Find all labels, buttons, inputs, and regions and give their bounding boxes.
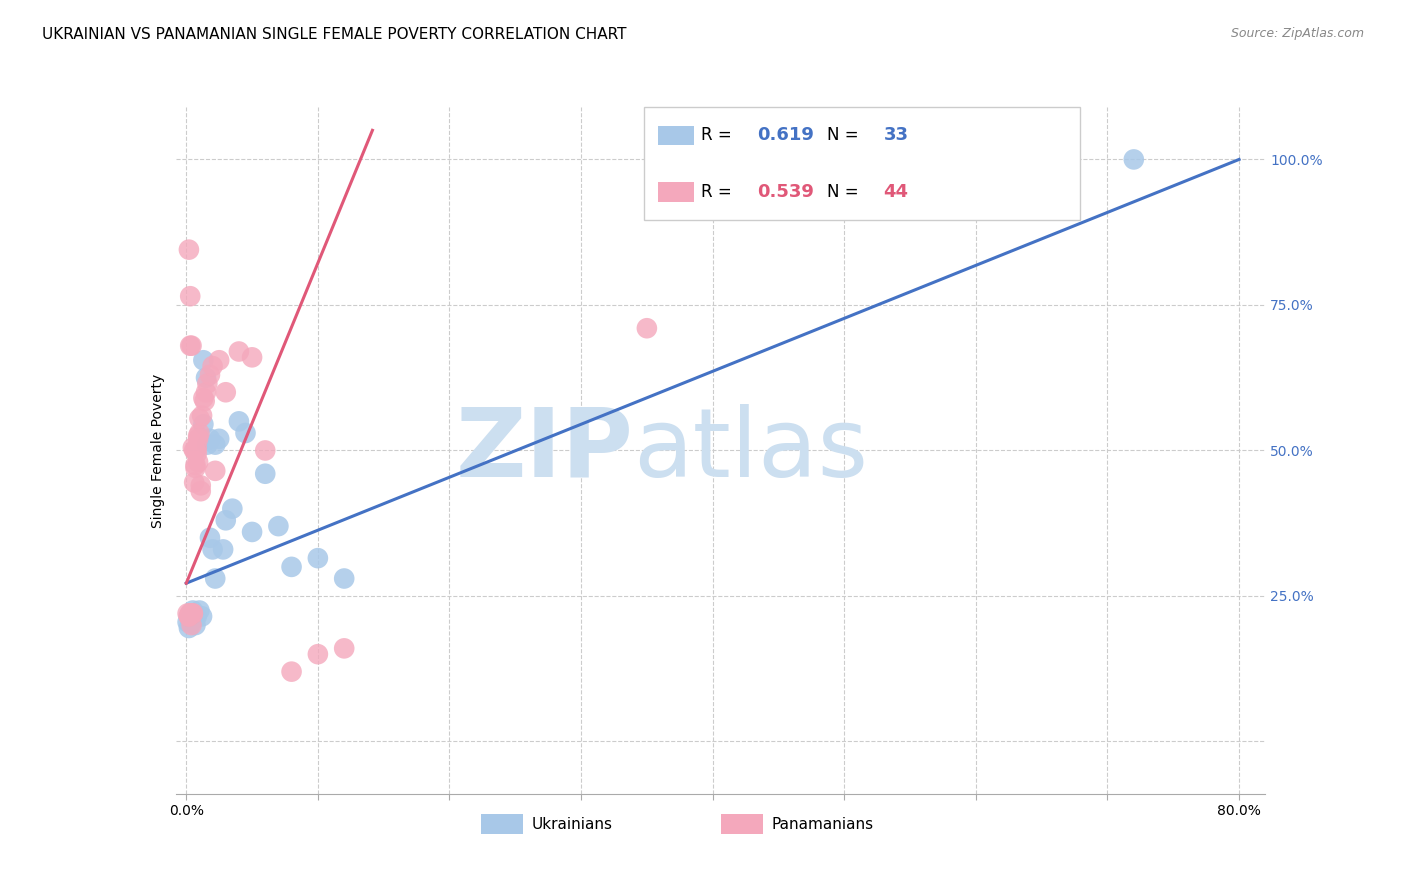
Text: Panamanians: Panamanians [772, 817, 873, 831]
Point [280, 665, 302, 679]
Point [193, 417, 215, 432]
Point [180, 615, 202, 630]
Point [212, 542, 235, 557]
Point [204, 572, 226, 586]
Bar [720, 814, 762, 834]
Point [204, 464, 226, 478]
Point [240, 351, 263, 365]
Text: ZIP: ZIP [456, 404, 633, 497]
Point [195, 437, 218, 451]
Point [228, 344, 250, 359]
Point [204, 437, 226, 451]
Text: 0.619: 0.619 [756, 127, 814, 145]
Text: Source: ZipAtlas.com: Source: ZipAtlas.com [1230, 27, 1364, 40]
Point [188, 411, 211, 425]
Point [190, 484, 212, 499]
Text: N =: N = [827, 183, 863, 201]
Bar [658, 126, 693, 145]
Point [636, 321, 658, 335]
Point [188, 603, 211, 617]
Point [186, 441, 208, 455]
Point [254, 467, 277, 481]
Point [181, 607, 204, 621]
Point [186, 609, 208, 624]
Point [1122, 153, 1144, 167]
Text: 0.539: 0.539 [756, 183, 814, 201]
Point [191, 409, 214, 423]
Point [235, 425, 257, 440]
Point [208, 432, 231, 446]
Point [176, 615, 198, 630]
Point [187, 432, 209, 446]
Point [195, 385, 218, 400]
Text: R =: R = [700, 127, 737, 145]
Point [221, 501, 243, 516]
Point [183, 475, 205, 490]
Point [215, 385, 238, 400]
Point [184, 618, 207, 632]
Point [198, 531, 221, 545]
Point [215, 513, 238, 527]
Point [198, 368, 221, 382]
Point [193, 391, 215, 405]
Point [183, 609, 205, 624]
Point [184, 443, 207, 458]
Point [194, 394, 217, 409]
Point [187, 429, 209, 443]
Point [307, 551, 329, 566]
Point [307, 647, 329, 661]
Point [190, 478, 212, 492]
Point [254, 443, 277, 458]
FancyBboxPatch shape [644, 107, 1080, 220]
Text: Ukrainians: Ukrainians [531, 817, 613, 831]
Point [240, 524, 263, 539]
Point [193, 353, 215, 368]
Point [181, 607, 204, 621]
Point [179, 612, 201, 626]
Point [195, 370, 218, 384]
Text: N =: N = [827, 127, 863, 145]
Text: atlas: atlas [633, 404, 869, 497]
Point [188, 425, 211, 440]
Point [267, 519, 290, 533]
Point [177, 621, 200, 635]
Text: R =: R = [700, 183, 737, 201]
Point [183, 443, 205, 458]
Point [179, 289, 201, 303]
Point [186, 446, 208, 460]
Bar [658, 182, 693, 202]
Point [195, 376, 218, 391]
Point [201, 542, 224, 557]
Point [179, 607, 201, 621]
Point [176, 607, 198, 621]
Point [228, 414, 250, 428]
Bar [481, 814, 523, 834]
Point [181, 441, 204, 455]
Point [187, 455, 209, 469]
Point [184, 461, 207, 475]
Point [208, 353, 231, 368]
Text: UKRAINIAN VS PANAMANIAN SINGLE FEMALE POVERTY CORRELATION CHART: UKRAINIAN VS PANAMANIAN SINGLE FEMALE PO… [42, 27, 627, 42]
Point [180, 618, 202, 632]
Point [177, 609, 200, 624]
Text: 44: 44 [883, 183, 908, 201]
Point [184, 458, 207, 472]
Point [181, 603, 204, 617]
Point [179, 339, 201, 353]
Point [181, 612, 204, 626]
Point [198, 432, 221, 446]
Point [333, 572, 356, 586]
Point [177, 609, 200, 624]
Point [177, 243, 200, 257]
Text: 33: 33 [883, 127, 908, 145]
Point [191, 609, 214, 624]
Y-axis label: Single Female Poverty: Single Female Poverty [150, 374, 165, 527]
Point [201, 359, 224, 373]
Point [333, 641, 356, 656]
Point [280, 560, 302, 574]
Point [180, 339, 202, 353]
Point [179, 607, 201, 621]
